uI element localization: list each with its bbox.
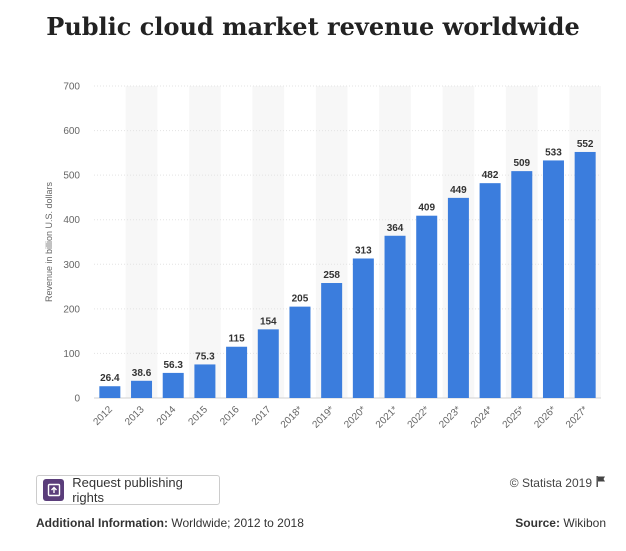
data-label: 482 (482, 170, 499, 181)
bar[interactable] (289, 306, 311, 398)
data-label: 409 (418, 203, 435, 214)
bar[interactable] (416, 215, 438, 398)
column-stripe (125, 86, 158, 398)
y-tick-label: 300 (63, 260, 80, 271)
data-label: 258 (323, 270, 340, 281)
additional-information: Additional Information: Worldwide; 2012 … (36, 516, 304, 530)
bar[interactable] (479, 183, 501, 398)
bar[interactable] (99, 386, 121, 398)
y-tick-label: 400 (63, 215, 80, 226)
x-tick-label: 2022* (406, 404, 432, 430)
bar[interactable] (321, 283, 343, 398)
data-label: 26.4 (100, 373, 120, 384)
source-value: Wikibon (563, 516, 606, 530)
publish-icon (43, 479, 65, 501)
x-tick-label: 2017 (250, 404, 274, 428)
bar[interactable] (352, 258, 374, 398)
bars (99, 151, 596, 398)
x-tick-label: 2027* (564, 404, 590, 430)
x-axis-ticks: 2012 2013 2014 2015 2016 2017 2018* 2019* 2020* 2… (91, 404, 590, 431)
y-tick-label: 600 (63, 126, 80, 137)
x-tick-label: 2023* (437, 404, 463, 430)
bar[interactable] (447, 197, 469, 398)
source-label: Source: (515, 516, 560, 530)
y-tick-label: 200 (63, 304, 80, 315)
flag-icon[interactable] (596, 476, 606, 490)
x-tick-label: 2020* (342, 404, 368, 430)
data-label: 509 (513, 158, 530, 169)
data-label: 313 (355, 245, 372, 256)
x-tick-label: 2015 (187, 404, 211, 428)
column-stripe (189, 86, 221, 398)
x-tick-label: 2016 (218, 404, 242, 428)
additional-info-label: Additional Information: (36, 516, 168, 530)
bar-chart: 0 100 200 300 400 500 600 700 26.4 38.6 56.3 75.3 1… (44, 82, 601, 431)
y-tick-label: 700 (63, 82, 80, 93)
request-button-label: Request publishing rights (72, 475, 183, 505)
chart-title: Public cloud market revenue worldwide (46, 12, 580, 41)
data-label: 75.3 (195, 351, 215, 362)
bar[interactable] (131, 380, 153, 398)
data-label: 449 (450, 185, 467, 196)
copyright: © Statista 2019 (510, 476, 606, 490)
data-label: 364 (387, 223, 404, 234)
data-label: 38.6 (132, 368, 152, 379)
copyright-text: © Statista 2019 (509, 476, 592, 490)
x-tick-label: 2021* (374, 404, 400, 430)
source: Source: Wikibon (515, 516, 606, 530)
y-tick-label: 100 (63, 349, 80, 360)
data-label: 56.3 (163, 360, 183, 371)
y-tick-label: 500 (63, 171, 80, 182)
data-label: 154 (260, 316, 277, 327)
data-label: 552 (577, 139, 594, 150)
y-axis-label: Revenue in billion U.S. dollars (44, 181, 54, 302)
data-label: 205 (292, 294, 309, 305)
data-label: 115 (229, 334, 246, 345)
data-label: 533 (545, 147, 562, 158)
bar[interactable] (574, 151, 596, 398)
x-tick-label: 2025* (501, 404, 527, 430)
x-tick-label: 2014 (155, 404, 179, 428)
additional-info-value: Worldwide; 2012 to 2018 (171, 516, 304, 530)
bar[interactable] (162, 372, 184, 398)
data-labels: 26.4 38.6 56.3 75.3 115 154 205 258 313 364 409 449… (100, 139, 594, 384)
bar[interactable] (511, 171, 533, 398)
bar[interactable] (194, 364, 216, 398)
y-axis-ticks: 0 100 200 300 400 500 600 700 (63, 82, 80, 405)
x-tick-label: 2013 (123, 404, 147, 428)
x-tick-label: 2018* (279, 404, 305, 430)
bar[interactable] (226, 346, 248, 398)
bar[interactable] (257, 329, 279, 398)
x-tick-label: 2024* (469, 404, 495, 430)
request-publishing-rights-button[interactable]: Request publishing rights (36, 475, 220, 505)
bar[interactable] (542, 160, 564, 398)
y-tick-label: 0 (74, 394, 80, 405)
x-tick-label: 2019* (311, 404, 337, 430)
bar[interactable] (384, 235, 406, 398)
x-tick-label: 2026* (532, 404, 558, 430)
x-tick-label: 2012 (91, 404, 115, 428)
